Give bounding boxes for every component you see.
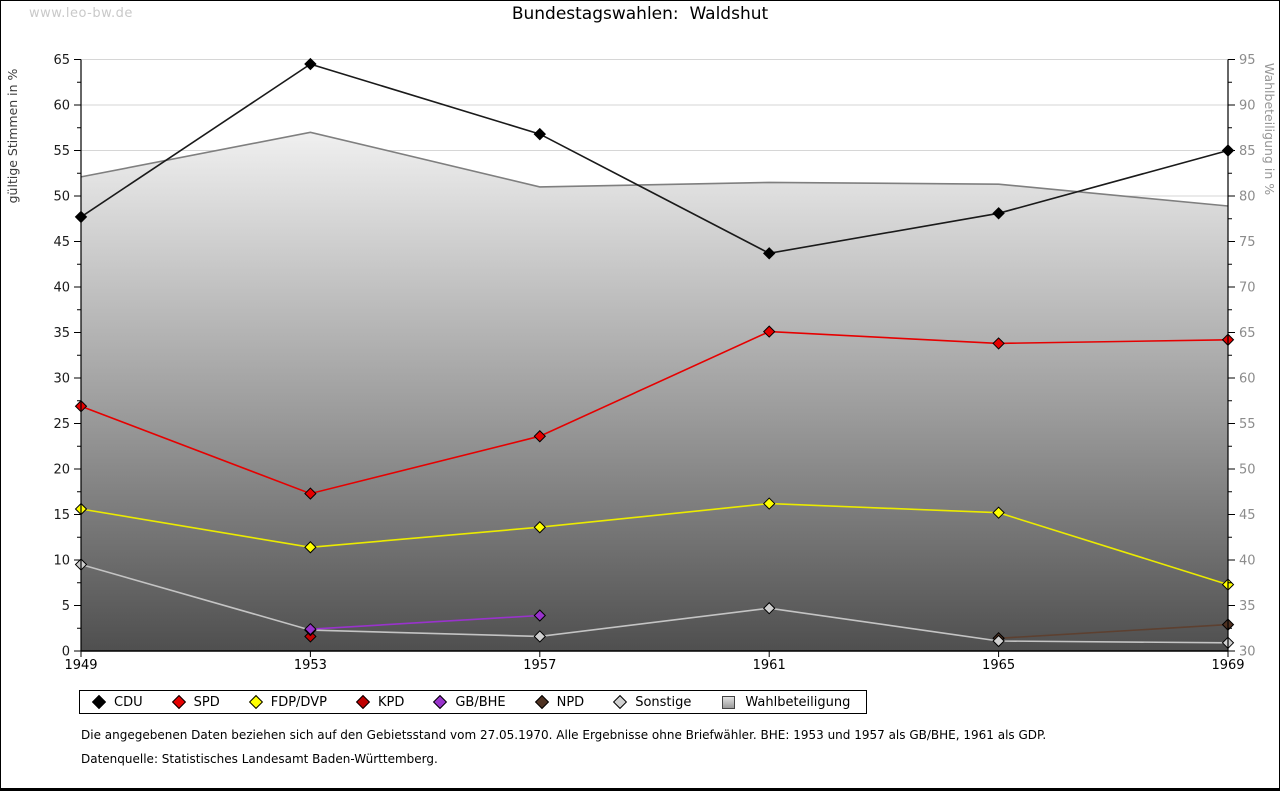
axis-text: 70 (1239, 281, 1256, 296)
left-axis-title: gültige Stimmen in % (5, 68, 20, 203)
data-point-sonstige-1957 (533, 630, 547, 643)
series-line (998, 623, 1229, 640)
data-point-spd-1965 (992, 337, 1005, 350)
axis-text: 55 (1239, 417, 1256, 432)
turnout-area (81, 132, 1228, 652)
series-line (80, 63, 1229, 255)
legend-item-fdp-dvp: FDP/DVP (248, 694, 327, 710)
axis-text: 75 (1239, 235, 1256, 250)
series-fdp-dvp (74, 497, 1235, 591)
legend-item-npd: NPD (534, 694, 585, 710)
axis-text: 1961 (753, 658, 786, 673)
axis-text: 1969 (1211, 658, 1244, 673)
data-point-gb-bhe-1957 (533, 609, 547, 622)
data-point-gb-bhe-1953 (304, 622, 317, 636)
series-line (80, 502, 1229, 586)
axis-text: 30 (53, 372, 70, 387)
legend-diamond-icon (534, 694, 549, 710)
legend-item-spd: SPD (171, 694, 220, 710)
legend-diamond-icon (171, 694, 186, 710)
right-axis-title: Wahlbeteiligung in % (1262, 63, 1277, 195)
axis-text: 1949 (64, 658, 97, 673)
axis-text: 1965 (982, 658, 1015, 673)
axis-text: 80 (1239, 190, 1256, 205)
footnote-gebietsstand: Die angegebenen Daten beziehen sich auf … (81, 728, 1047, 742)
axis-text: 65 (53, 53, 70, 68)
legend-label: GB/BHE (455, 694, 506, 710)
legend-label: Wahlbeteiligung (745, 694, 851, 710)
axis-text: 35 (53, 326, 70, 341)
data-point-kpd-1953 (304, 630, 317, 643)
legend-square-icon (722, 695, 736, 709)
data-point-fdp-dvp-1957 (533, 521, 547, 534)
axis-text: 0 (62, 645, 70, 660)
data-point-cdu-1957 (533, 127, 547, 141)
axis-text: 20 (53, 463, 70, 478)
data-point-spd-1957 (533, 430, 547, 443)
axis-text: 40 (53, 281, 70, 296)
legend-diamond-icon (355, 694, 371, 710)
axis-text: 10 (53, 554, 70, 569)
axis-text: 1957 (523, 658, 556, 673)
axis-text: 30 (1239, 645, 1256, 660)
chart-legend: CDU SPD FDP/DVP KPD GB/BHE NPD Sonstige Wahlbet… (79, 690, 868, 714)
legend-item-kpd: KPD (355, 694, 405, 710)
legend-item-wahlbeteiligung: Wahlbeteiligung (722, 695, 850, 710)
legend-label: KPD (377, 694, 405, 710)
axis-text: 45 (1239, 508, 1256, 523)
axis-text: 50 (1239, 463, 1256, 478)
legend-item-gb-bhe: GB/BHE (433, 694, 506, 710)
data-point-sonstige-1961 (762, 602, 776, 615)
data-point-cdu-1953 (304, 57, 317, 71)
legend-label: SPD (193, 694, 220, 710)
axis-text: 60 (1239, 372, 1256, 387)
axis-text: 55 (53, 144, 70, 159)
data-point-fdp-dvp-1953 (304, 541, 317, 554)
legend-label: FDP/DVP (270, 694, 327, 710)
legend-diamond-icon (248, 694, 263, 710)
axis-text: 85 (1239, 144, 1256, 159)
data-point-cdu-1961 (762, 247, 776, 260)
series-line (80, 563, 1229, 644)
page-title: Bundestagswahlen: Waldshut (511, 4, 769, 24)
axis-text: 65 (1239, 326, 1256, 341)
legend-item-sonstige: Sonstige (613, 694, 692, 710)
data-point-spd-1953 (304, 487, 317, 500)
data-point-spd-1961 (762, 325, 776, 338)
legend-label: NPD (556, 694, 585, 710)
legend-diamond-icon (433, 694, 448, 710)
axis-text: 15 (53, 508, 70, 523)
axis-text: 60 (53, 99, 70, 114)
axis-text: 40 (1239, 554, 1256, 569)
axis-text: 5 (62, 599, 70, 614)
legend-item-cdu: CDU (91, 694, 143, 710)
chart-canvas: 0 5 10 15 20 25 30 35 40 45 50 55 60 65 30 35 40 45 50 55 60… (5, 53, 1277, 673)
legend-label: CDU (114, 694, 143, 710)
data-point-cdu-1965 (992, 207, 1005, 220)
legend-diamond-icon (613, 694, 628, 710)
axis-text: 45 (53, 235, 70, 250)
watermark: www.leo-bw.de (29, 6, 133, 21)
axis-text: 25 (53, 417, 70, 432)
axis-text: 95 (1239, 53, 1256, 68)
series-kpd (304, 630, 317, 643)
footnote-datenquelle: Datenquelle: Statistisches Landesamt Bad… (81, 752, 438, 766)
turnout-line (80, 131, 1229, 207)
legend-diamond-icon (91, 694, 107, 710)
axis-text: 35 (1239, 599, 1256, 614)
data-point-sonstige-1965 (992, 634, 1005, 648)
series-gb-bhe (304, 609, 547, 636)
series-line (310, 614, 540, 630)
series-sonstige (74, 558, 1235, 650)
data-point-fdp-dvp-1961 (762, 497, 776, 510)
series-line (80, 330, 1229, 495)
series-cdu (74, 57, 1235, 260)
axis-text: 50 (53, 190, 70, 205)
axis-text: 1953 (294, 658, 327, 673)
legend-label: Sonstige (635, 694, 692, 710)
axis-text: 90 (1239, 99, 1256, 114)
data-point-fdp-dvp-1965 (992, 506, 1005, 519)
